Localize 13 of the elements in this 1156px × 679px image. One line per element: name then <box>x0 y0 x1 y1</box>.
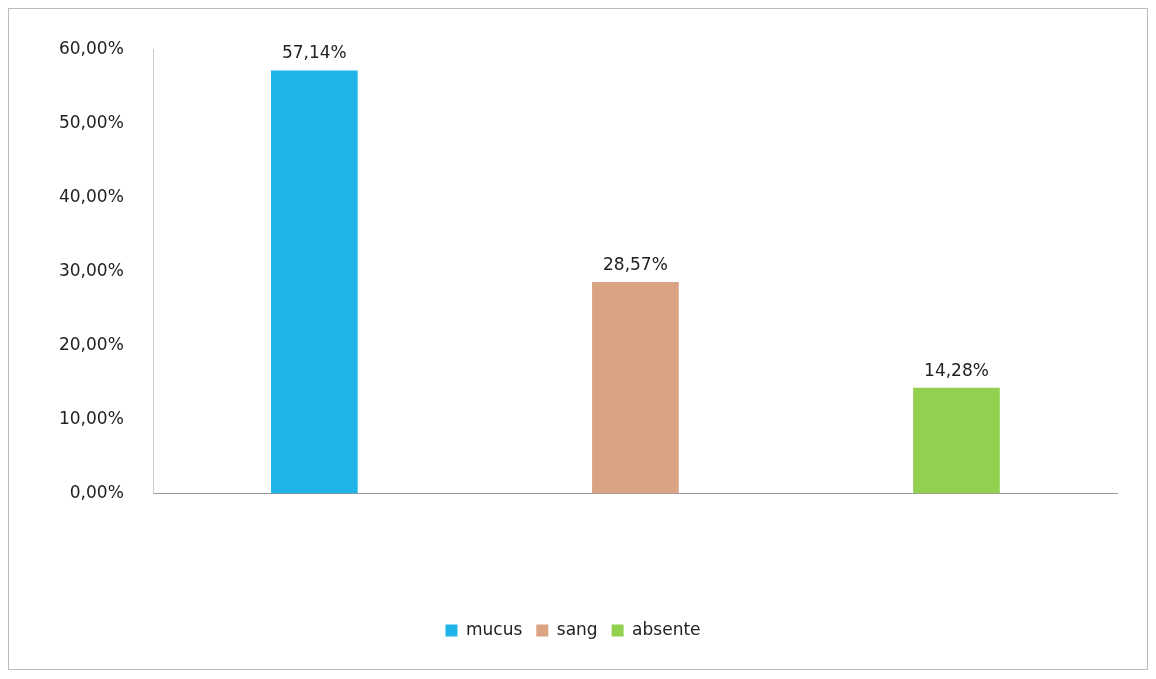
data-label: 28,57% <box>603 253 668 274</box>
y-tick-label: 40,00% <box>58 185 124 206</box>
y-tick-label: 30,00% <box>58 259 124 280</box>
data-label: 14,28% <box>924 359 989 380</box>
data-label: 57,14% <box>281 42 347 63</box>
y-tick-label: 0,00% <box>69 482 124 503</box>
y-tick-label: 60,00% <box>58 37 124 58</box>
legend-label: absente <box>632 618 701 639</box>
legend-label: mucus <box>465 618 523 639</box>
legend-label: sang <box>556 618 598 639</box>
y-tick-label: 50,00% <box>58 111 124 132</box>
y-tick-label: 10,00% <box>58 407 124 428</box>
y-tick-label: 20,00% <box>58 333 124 354</box>
